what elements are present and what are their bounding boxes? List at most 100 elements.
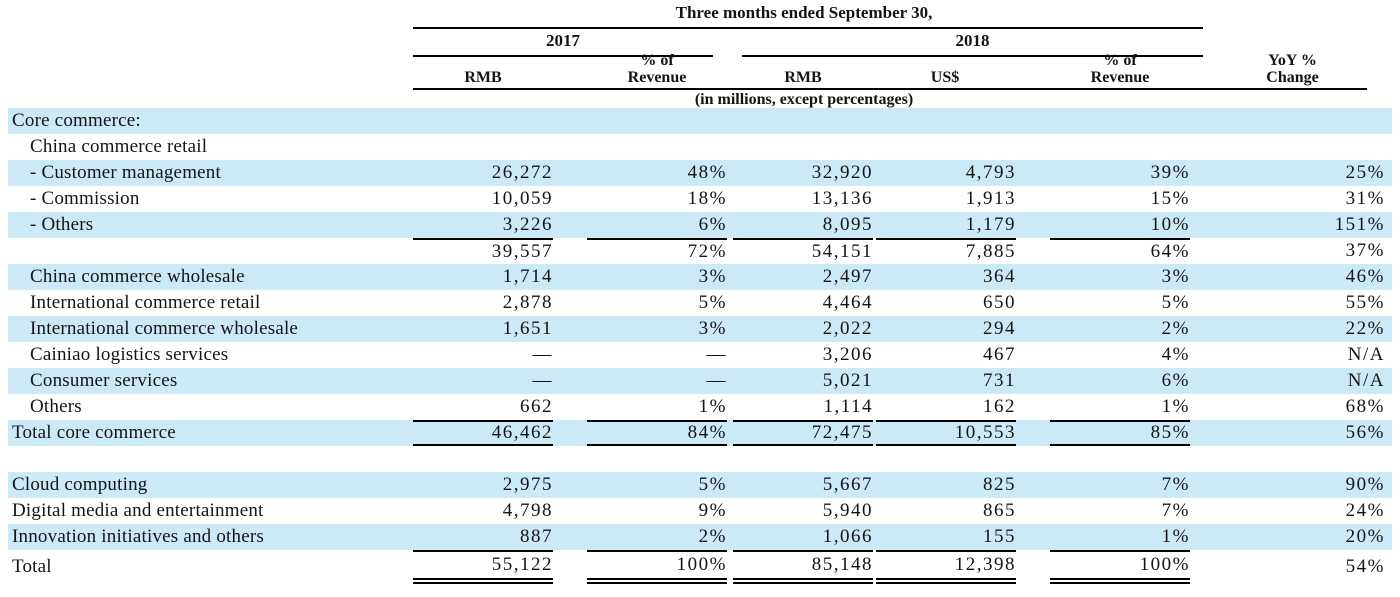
table-row: China commerce wholesale 1,714 3% 2,497 364 3… (8, 264, 1392, 290)
cell-number: 5% (698, 474, 727, 495)
cell-value: 364 (876, 264, 1018, 290)
cell-number: 12,398 (876, 550, 1016, 584)
cell-number (876, 446, 1016, 472)
row-label: China commerce retail (30, 136, 208, 157)
table-header: Three months ended September 30, 2017 20… (8, 0, 1392, 108)
column-header-yoy-change: YoY % Change (1266, 52, 1319, 86)
cell-value: 20% (1345, 526, 1385, 547)
cell-value (730, 108, 876, 134)
row-label: Digital media and entertainment (12, 500, 264, 521)
cell-number (1050, 446, 1190, 472)
cell-number: — (706, 344, 727, 365)
cell-number: 32,920 (811, 162, 873, 183)
cell-value: 84% (560, 420, 730, 446)
cell-value: 6% (1018, 368, 1193, 394)
cell-number: 8,095 (822, 214, 873, 235)
cell-number: 5,667 (822, 474, 873, 495)
cell-value: 467 (876, 342, 1018, 368)
column-header-rmb-2017: RMB (464, 69, 502, 86)
cell-value (1193, 134, 1392, 160)
cell-value: 5,667 (730, 472, 876, 498)
cell-number (733, 446, 873, 472)
cell-number: 100% (1050, 550, 1190, 584)
cell-value: 54% (1345, 556, 1385, 577)
cell-value: 26,272 (410, 160, 560, 186)
cell-value: 887 (410, 524, 560, 550)
row-label: - Commission (30, 188, 140, 209)
cell-value: 1% (560, 394, 730, 420)
cell-number: 3,226 (502, 214, 553, 235)
cell-number: 3% (698, 318, 727, 339)
row-label: Others (30, 396, 82, 417)
cell-number: 662 (520, 396, 553, 417)
cell-value: — (560, 368, 730, 394)
cell-number: 1,066 (822, 526, 873, 547)
cell-number: 6% (1161, 370, 1190, 391)
cell-value: 32,920 (730, 160, 876, 186)
cell-number (1050, 108, 1190, 134)
cell-number: 85,148 (733, 550, 873, 584)
cell-number: 13,136 (811, 188, 873, 209)
cell-value: 3% (560, 264, 730, 290)
cell-number: 1,651 (502, 318, 553, 339)
cell-number: 887 (520, 526, 553, 547)
cell-value: 7% (1018, 498, 1193, 524)
cell-value: 3% (560, 316, 730, 342)
cell-number: 39% (1150, 162, 1190, 183)
cell-number: 2% (1161, 318, 1190, 339)
row-label: Cloud computing (12, 474, 148, 495)
cell-value: 5% (560, 472, 730, 498)
cell-value: 39% (1018, 160, 1193, 186)
cell-number: — (706, 370, 727, 391)
cell-number (733, 108, 873, 134)
cell-number: 1,114 (823, 396, 873, 417)
cell-value: N/A (1347, 344, 1385, 365)
cell-value: 5,940 (730, 498, 876, 524)
cell-number: 1,714 (502, 266, 553, 287)
cell-value: 90% (1345, 474, 1385, 495)
cell-number: 10% (1150, 214, 1190, 235)
cell-number: 825 (983, 474, 1016, 495)
cell-value: 2,022 (730, 316, 876, 342)
cell-value: 31% (1345, 188, 1385, 209)
cell-number: 7% (1161, 474, 1190, 495)
cell-value: 650 (876, 290, 1018, 316)
cell-value: 4,464 (730, 290, 876, 316)
cell-value: 55,122 (410, 550, 560, 584)
cell-number (876, 108, 1016, 134)
cell-number: 7,885 (876, 238, 1016, 264)
cell-value (730, 446, 876, 472)
cell-number: 294 (983, 318, 1016, 339)
cell-value: 162 (876, 394, 1018, 420)
cell-value: 54,151 (730, 238, 876, 264)
cell-number: 1,179 (965, 214, 1016, 235)
cell-value: 10,553 (876, 420, 1018, 446)
table-row: International commerce wholesale 1,651 3% 2… (8, 316, 1392, 342)
cell-value (876, 108, 1018, 134)
segment-revenue-table: Three months ended September 30, 2017 20… (8, 0, 1392, 584)
cell-number: 55,122 (413, 550, 553, 584)
cell-value: 151% (1334, 214, 1385, 235)
cell-value (410, 446, 560, 472)
cell-value: 12,398 (876, 550, 1018, 584)
cell-value (1193, 446, 1392, 472)
cell-number (733, 134, 873, 160)
cell-value: 3% (1018, 264, 1193, 290)
cell-number: 5% (1161, 292, 1190, 313)
cell-value: 7,885 (876, 238, 1018, 264)
row-label: China commerce wholesale (30, 266, 245, 287)
revenue-body-table: Core commerce: China commerce retail - Cus… (8, 108, 1392, 584)
units-note: (in millions, except percentages) (694, 91, 914, 108)
row-label: Core commerce: (12, 110, 141, 131)
cell-value: 46,462 (410, 420, 560, 446)
cell-value: 1,179 (876, 212, 1018, 238)
cell-number: 5,021 (822, 370, 873, 391)
cell-number: 5% (698, 292, 727, 313)
table-row: Consumer services — — 5,021 731 6% N/A (8, 368, 1392, 394)
cell-value: 8,095 (730, 212, 876, 238)
cell-number: 1,913 (965, 188, 1016, 209)
cell-number: 162 (983, 396, 1016, 417)
cell-number (587, 446, 727, 472)
cell-number: 1% (1161, 526, 1190, 547)
cell-value: 55% (1345, 292, 1385, 313)
